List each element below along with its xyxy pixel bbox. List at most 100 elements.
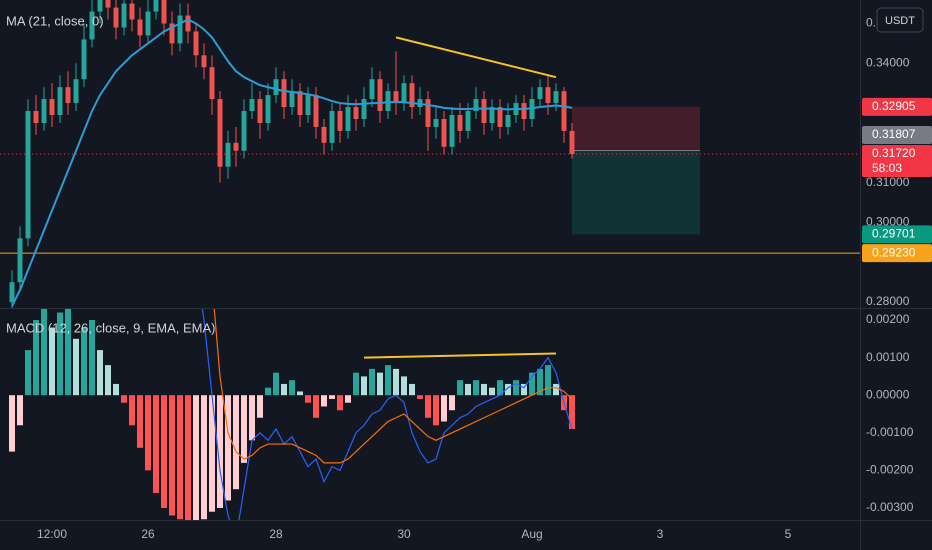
histogram-bar: [217, 395, 223, 508]
stop-label: 0.32905: [872, 99, 916, 113]
candle-body: [241, 111, 247, 151]
candle-body: [369, 79, 375, 100]
histogram-bar: [33, 320, 39, 396]
histogram-bar: [409, 383, 415, 396]
histogram-bar: [297, 391, 303, 396]
y-tick-label: -0.00100: [866, 425, 914, 439]
histogram-bar: [329, 395, 335, 399]
candle-body: [113, 7, 119, 28]
y-tick-label: 0.00000: [866, 387, 910, 401]
candle-body: [433, 118, 439, 127]
candle-body: [49, 99, 55, 116]
signal-line: [213, 309, 573, 464]
histogram-bar: [305, 395, 311, 403]
last-price-label: 0.31720: [872, 146, 916, 160]
histogram-bar: [137, 395, 143, 448]
histogram-bar: [489, 387, 495, 396]
currency-button[interactable]: [876, 7, 924, 33]
trend-line: [395, 36, 557, 79]
candle-body: [449, 115, 455, 147]
histogram-bar: [145, 395, 151, 471]
candle-body: [361, 99, 367, 119]
candle-body: [225, 142, 231, 167]
histogram-bar: [41, 309, 47, 396]
candle-body: [481, 99, 487, 123]
price-pane: [0, 0, 860, 308]
y-tick-label: 0.34000: [866, 55, 910, 69]
currency-label[interactable]: USDT: [885, 15, 915, 27]
macd-legend: MACD (12, 26, close, 9, EMA, EMA): [6, 320, 216, 335]
histogram-bar: [89, 320, 95, 396]
histogram-bar: [81, 327, 87, 396]
candle-body: [57, 87, 63, 116]
y-tick-label: 0.00100: [866, 350, 910, 364]
histogram-bar: [449, 395, 455, 411]
candle-body: [329, 111, 335, 143]
candle-body: [137, 19, 143, 36]
candle-body: [193, 31, 199, 56]
histogram-bar: [129, 395, 135, 426]
histogram-bar: [49, 327, 55, 396]
histogram-bar: [537, 368, 543, 396]
histogram-bar: [553, 383, 559, 396]
histogram-bar: [121, 395, 127, 403]
candle-body: [401, 83, 407, 104]
histogram-bar: [241, 395, 247, 463]
candle-body: [353, 107, 359, 119]
x-tick-label: 12:00: [37, 527, 67, 541]
histogram-bar: [25, 350, 31, 396]
histogram-bar: [225, 395, 231, 501]
candle-body: [497, 107, 503, 127]
ma-legend: MA (21, close, 0): [6, 13, 104, 28]
candle-body: [73, 79, 79, 104]
histogram-bar: [425, 395, 431, 418]
candle-body: [121, 3, 127, 28]
histogram-bar: [369, 368, 375, 396]
target-zone: [572, 150, 700, 235]
candle-body: [33, 111, 39, 123]
histogram-bar: [113, 383, 119, 396]
histogram-bar: [193, 395, 199, 520]
candle-body: [489, 107, 495, 123]
candle-body: [273, 79, 279, 96]
candle-body: [105, 0, 111, 8]
candle-body: [217, 99, 223, 167]
histogram-bar: [177, 395, 183, 520]
histogram-bar: [161, 395, 167, 508]
last-price-badge: [862, 145, 932, 177]
candle-body: [129, 3, 135, 20]
histogram-bar: [289, 380, 295, 396]
candle-body: [385, 91, 391, 112]
candle-body: [41, 99, 47, 123]
entry-badge: [862, 126, 932, 144]
candle-body: [457, 115, 463, 131]
histogram-bar: [521, 383, 527, 396]
y-tick-label: 0.31000: [866, 175, 910, 189]
stop-badge: [862, 97, 932, 116]
hline-badge: [862, 244, 932, 263]
candle-body: [265, 95, 271, 123]
candle-body: [161, 0, 167, 24]
candle-body: [185, 15, 191, 32]
candle-body: [377, 79, 383, 112]
trend-line: [363, 352, 557, 359]
y-tick-label: 0.30000: [866, 215, 910, 229]
histogram-bar: [265, 387, 271, 396]
candle-body: [553, 91, 559, 104]
histogram-bar: [233, 395, 239, 490]
histogram-bar: [9, 395, 15, 452]
candle-body: [297, 91, 303, 116]
candle-body: [337, 111, 343, 131]
candle-body: [257, 99, 263, 123]
histogram-bar: [249, 395, 255, 441]
y-tick-label: -0.00300: [866, 500, 914, 514]
histogram-bar: [481, 383, 487, 396]
histogram-bar: [473, 380, 479, 396]
histogram-bar: [393, 368, 399, 396]
candle-body: [177, 15, 183, 44]
histogram-bar: [529, 372, 535, 396]
candle-body: [505, 115, 511, 127]
